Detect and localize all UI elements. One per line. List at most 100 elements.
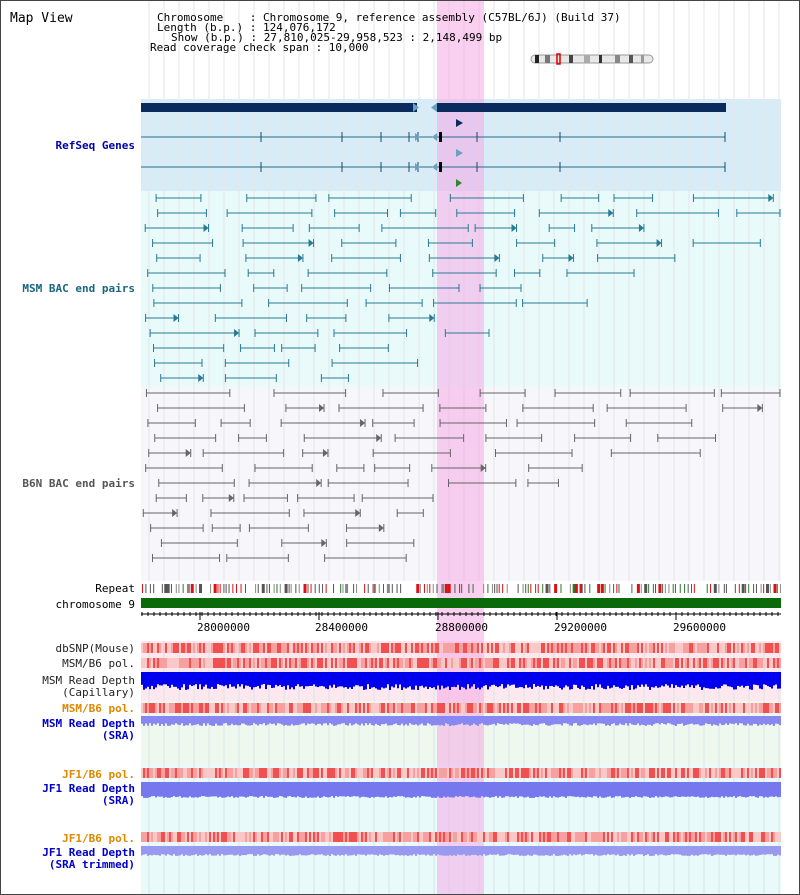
polymorphism-cell [259,703,261,713]
polymorphism-cell [409,658,411,668]
read-depth-bar [267,782,269,797]
polymorphism-cell [219,643,221,653]
read-depth-bar [223,672,225,687]
read-depth-bar [347,672,349,689]
polymorphism-cell [611,658,613,668]
polymorphism-cell [317,832,319,842]
read-depth-bar [685,846,687,856]
msm-depth-capillary-label[interactable]: MSM Read Depth [42,674,135,687]
read-depth-bar [483,846,485,855]
read-depth-bar [583,672,585,687]
read-depth-bar [161,672,163,686]
dbsnp-label[interactable]: dbSNP(Mouse) [55,642,135,655]
polymorphism-cell [245,832,247,842]
read-depth-bar [169,782,171,798]
chromosome-ideogram[interactable] [529,53,657,65]
jf1-b6-pol-trimmed-label[interactable]: JF1/B6 pol. [62,832,135,845]
jf1-b6-pol-label[interactable]: JF1/B6 pol. [62,768,135,781]
read-depth-bar [501,846,503,856]
polymorphism-cell [177,658,179,668]
read-depth-bar [533,672,535,685]
polymorphism-cell [423,768,425,778]
read-depth-bar [611,846,613,855]
read-depth-bar [269,716,271,724]
read-depth-bar [245,782,247,798]
read-depth-bar [587,846,589,855]
polymorphism-cell [545,658,547,668]
polymorphism-cell [445,832,447,842]
polymorphism-cell [209,658,211,668]
polymorphism-cell [413,768,415,778]
polymorphism-cell [507,832,509,842]
polymorphism-cell [623,703,625,713]
polymorphism-cell [733,703,735,713]
read-depth-bar [165,846,167,856]
polymorphism-cell [223,643,225,653]
msm-b6-pol-sra-label[interactable]: MSM/B6 pol. [62,702,135,715]
refseq-genes-label[interactable]: RefSeq Genes [55,139,135,152]
polymorphism-cell [685,643,687,653]
polymorphism-cell [161,643,163,653]
msm-depth-sra-label[interactable]: MSM Read Depth [42,717,135,730]
polymorphism-cell [665,768,667,778]
polymorphism-cell [373,658,375,668]
polymorphism-cell [429,768,431,778]
read-depth-bar [653,716,655,725]
read-depth-bar [727,672,729,687]
polymorphism-cell [267,832,269,842]
b6n-bac-label[interactable]: B6N BAC end pairs [22,477,135,490]
polymorphism-cell [559,768,561,778]
jf1-depth-trimmed-label[interactable]: JF1 Read Depth [42,846,135,859]
polymorphism-cell [417,643,419,653]
polymorphism-cell [757,643,759,653]
read-depth-bar [255,782,257,797]
polymorphism-cell [419,768,421,778]
read-depth-bar [369,672,371,689]
bac-pair-arrow [429,314,435,322]
read-depth-bar [689,782,691,797]
polymorphism-cell [701,658,703,668]
read-depth-bar [243,782,245,797]
read-depth-bar [579,782,581,798]
read-depth-bar [603,782,605,798]
polymorphism-cell [267,658,269,668]
polymorphism-cell [343,703,345,713]
polymorphism-cell [315,703,317,713]
polymorphism-cell [715,832,717,842]
read-depth-bar [723,846,725,855]
polymorphism-cell [613,768,615,778]
read-depth-bar [491,846,493,855]
polymorphism-cell [513,768,515,778]
read-depth-bar [189,716,191,724]
read-depth-bar [449,846,451,856]
read-depth-bar [221,716,223,726]
polymorphism-cell [767,832,769,842]
polymorphism-cell [667,658,669,668]
polymorphism-cell [209,643,211,653]
read-depth-bar [363,782,365,797]
polymorphism-cell [775,643,777,653]
polymorphism-cell [733,658,735,668]
polymorphism-cell [601,832,603,842]
read-depth-bar [411,716,413,725]
read-depth-bar [737,716,739,726]
polymorphism-cell [641,643,643,653]
polymorphism-cell [403,768,405,778]
msm-b6-pol-label[interactable]: MSM/B6 pol. [62,657,135,670]
polymorphism-cell [341,832,343,842]
jf1-depth-sra-label[interactable]: JF1 Read Depth [42,782,135,795]
read-depth-bar [641,846,643,855]
read-depth-bar [755,716,757,724]
polymorphism-cell [443,643,445,653]
read-depth-bar [141,672,143,685]
read-depth-bar [203,782,205,797]
read-depth-bar [681,672,683,686]
read-depth-bar [779,782,781,797]
polymorphism-cell [465,658,467,668]
bac-pair-arrow [376,434,382,442]
polymorphism-cell [307,703,309,713]
read-depth-bar [407,716,409,726]
msm-bac-label[interactable]: MSM BAC end pairs [22,282,135,295]
polymorphism-cell [411,832,413,842]
